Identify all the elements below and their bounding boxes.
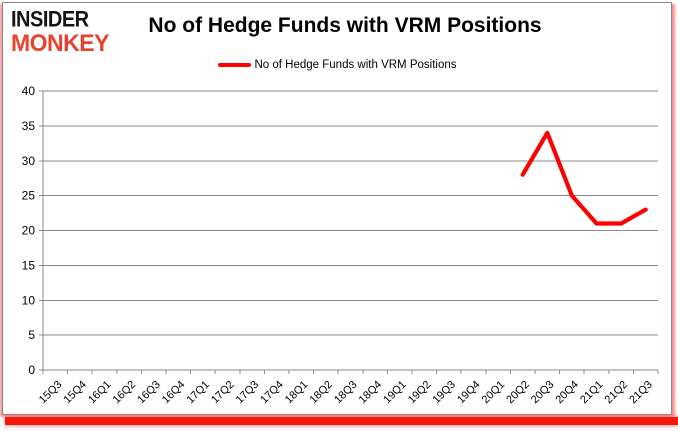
y-axis-tick-label: 30 (22, 154, 36, 168)
chart-card: INSIDER MONKEY No of Hedge Funds with VR… (2, 2, 672, 415)
x-axis-tick-label: 19Q2 (406, 379, 434, 407)
series-line (520, 130, 648, 226)
x-axis-tick-label: 17Q4 (258, 379, 286, 407)
line-chart-plot: 0 5 10 15 20 25 30 35 40 15Q315Q416Q116Q216Q316Q4… (22, 84, 659, 407)
x-axis-tick-label: 16Q2 (111, 379, 139, 407)
legend-label: No of Hedge Funds with VRM Positions (254, 59, 457, 71)
x-axis-tick-label: 18Q3 (332, 379, 360, 407)
x-axis-tick-label: 20Q1 (480, 379, 508, 407)
y-axis-tick-label: 20 (22, 224, 36, 238)
y-axis-tick-label: 10 (22, 293, 36, 307)
x-axis-tick-label: 16Q1 (86, 379, 114, 407)
x-axis-tick-label: 19Q3 (430, 379, 458, 407)
x-axis-tick-label: 19Q1 (381, 379, 409, 407)
legend: No of Hedge Funds with VRM Positions (3, 59, 671, 71)
x-axis-tick-label: 17Q1 (184, 379, 212, 407)
y-axis-tick-label: 25 (22, 189, 36, 203)
insider-monkey-logo: INSIDER MONKEY (11, 7, 109, 57)
y-axis-tick-label: 40 (22, 84, 36, 98)
x-axis-tick-label: 15Q4 (61, 379, 89, 407)
legend-line-marker (217, 63, 251, 67)
x-axis-tick-label: 17Q2 (209, 379, 237, 407)
x-axis-tick-label: 16Q4 (160, 379, 188, 407)
y-axis-tick-label: 5 (28, 328, 35, 342)
x-axis-tick-label: 18Q1 (283, 379, 311, 407)
x-axis-tick-label: 21Q1 (578, 379, 606, 407)
x-axis-tick-label: 20Q3 (529, 379, 557, 407)
y-axis-tick-label: 0 (28, 363, 35, 377)
y-axis-tick-label: 15 (22, 258, 36, 272)
x-axis-tick-label: 21Q3 (627, 379, 655, 407)
x-axis-tick-label: 21Q2 (603, 379, 631, 407)
x-axis-tick-label: 15Q3 (37, 379, 65, 407)
chart-title: No of Hedge Funds with VRM Positions (148, 14, 542, 37)
x-axis-tick-label: 17Q3 (234, 379, 262, 407)
red-bottom-border (5, 417, 678, 425)
x-axis-tick-label: 18Q2 (307, 379, 335, 407)
x-axis-tick-label: 18Q4 (357, 379, 385, 407)
y-axis-tick-label: 35 (22, 119, 36, 133)
logo-text-monkey: MONKEY (11, 28, 109, 57)
logo-text-insider: INSIDER (11, 7, 89, 33)
x-axis-tick-label: 16Q3 (135, 379, 163, 407)
x-axis-tick-label: 19Q4 (455, 379, 483, 407)
x-axis-tick-label: 20Q4 (553, 379, 581, 407)
x-axis-tick-label: 20Q2 (504, 379, 532, 407)
